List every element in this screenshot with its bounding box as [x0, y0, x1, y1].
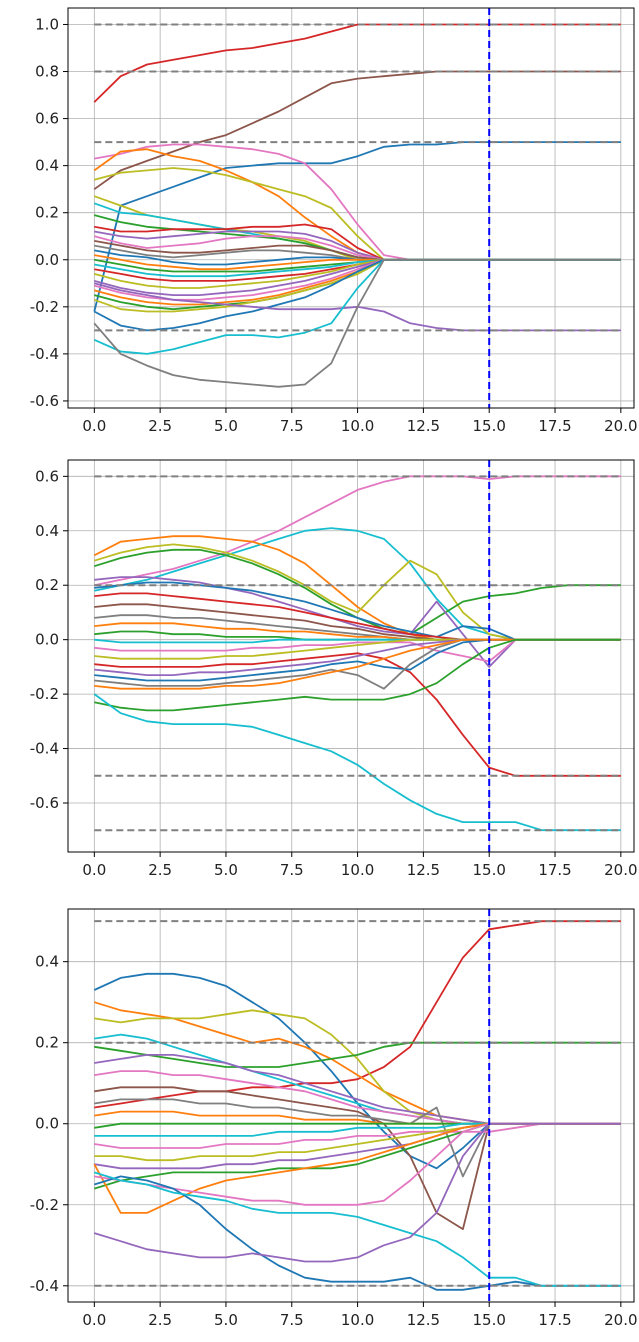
x-tick-label: 7.5: [280, 417, 304, 435]
x-tick-label: 10.0: [341, 1311, 374, 1329]
y-tick-label: -0.4: [30, 1277, 59, 1295]
x-tick-label: 2.5: [148, 417, 172, 435]
x-tick-label: 5.0: [214, 1311, 238, 1329]
y-tick-label: 0.2: [35, 1034, 59, 1052]
x-tick-label: 0.0: [82, 861, 106, 879]
series-line-22: [93, 693, 621, 832]
y-tick-label: -0.6: [30, 794, 59, 812]
y-tick-label: 0.2: [35, 576, 59, 594]
x-tick-label: 0.0: [82, 1311, 106, 1329]
y-tick-label: 0.6: [35, 467, 59, 485]
axes-frame: [67, 908, 635, 1303]
series-line-1: [94, 475, 621, 587]
series-line-1: [93, 23, 621, 103]
series-group: [93, 475, 621, 832]
series-line-2: [93, 70, 621, 190]
x-tick-label: 17.5: [538, 861, 571, 879]
x-tick-label: 7.5: [280, 861, 304, 879]
x-tick-label: 12.5: [407, 861, 440, 879]
axes-frame: [67, 7, 635, 409]
x-tick-label: 10.0: [341, 861, 374, 879]
y-tick-label: 0.6: [35, 110, 59, 128]
series-line-14: [94, 1122, 621, 1149]
y-tick-label: -0.6: [30, 392, 59, 410]
x-tick-label: 20.0: [604, 417, 637, 435]
axes-frame: [67, 459, 635, 853]
y-tick-label: -0.2: [30, 685, 59, 703]
x-tick-label: 15.0: [473, 861, 506, 879]
y-tick-label: 1.0: [35, 15, 59, 33]
series-group: [93, 920, 621, 1291]
x-tick-label: 15.0: [473, 417, 506, 435]
y-tick-label: 0.4: [35, 157, 59, 175]
x-tick-label: 17.5: [538, 1311, 571, 1329]
y-tick-label: 0.4: [35, 953, 59, 971]
series-group: [93, 23, 621, 388]
chart-panel-1: 0.0 2.5 5.0 7.5 10.0 12.5 15.0 17.5 20.0 -0.6 -0.4…: [30, 7, 638, 435]
x-tick-label: 10.0: [341, 417, 374, 435]
y-tick-label: -0.2: [30, 1196, 59, 1214]
chart-panel-2: 0.0 2.5 5.0 7.5 10.0 12.5 15.0 17.5 20.0 -0.6 -0.4…: [30, 459, 638, 879]
x-tick-label: 2.5: [148, 861, 172, 879]
series-line-22: [94, 1122, 621, 1263]
x-tick-label: 5.0: [214, 861, 238, 879]
series-line-16: [94, 652, 621, 777]
y-tick-label: 0.0: [35, 1115, 59, 1133]
y-tick-label: 0.0: [35, 251, 59, 269]
chart-panel-3: 0.0 2.5 5.0 7.5 10.0 12.5 15.0 17.5 20.0 -0.4 -0.2…: [30, 908, 638, 1329]
x-tick-label: 12.5: [407, 1311, 440, 1329]
y-tick-label: 0.4: [35, 522, 59, 540]
x-tick-label: 20.0: [604, 861, 637, 879]
y-tick-label: 0.8: [35, 63, 59, 81]
x-tick-label: 0.0: [82, 417, 106, 435]
y-tick-label: 0.0: [35, 631, 59, 649]
y-tick-label: -0.4: [30, 345, 59, 363]
series-line-21: [94, 1171, 621, 1287]
series-line-5: [94, 1041, 621, 1068]
x-tick-label: 12.5: [407, 417, 440, 435]
series-line-3: [93, 141, 621, 312]
y-tick-label: -0.4: [30, 740, 59, 758]
x-tick-label: 7.5: [280, 1311, 304, 1329]
series-line-29: [93, 258, 621, 388]
x-tick-label: 2.5: [148, 1311, 172, 1329]
y-tick-label: 0.2: [35, 204, 59, 222]
y-tick-label: -0.2: [30, 298, 59, 316]
x-tick-label: 15.0: [473, 1311, 506, 1329]
x-tick-label: 20.0: [604, 1311, 637, 1329]
x-tick-label: 5.0: [214, 417, 238, 435]
series-line-1: [94, 920, 621, 1109]
series-line-21: [94, 638, 621, 712]
x-tick-label: 17.5: [538, 417, 571, 435]
